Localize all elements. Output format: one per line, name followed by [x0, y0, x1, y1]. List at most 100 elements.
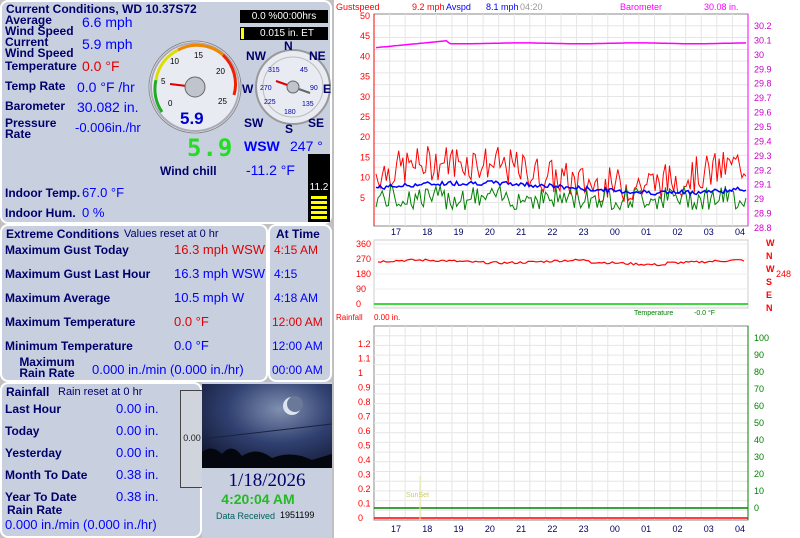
direction-plot: 360 270 180 90 0 [356, 239, 749, 309]
dir-tick-label: 270 [356, 254, 371, 264]
direction-line [377, 258, 745, 267]
temp-tick-label: 60 [754, 401, 764, 411]
barometer-label: Barometer [5, 99, 66, 113]
indoor-hum-value: 0 % [82, 205, 105, 220]
compass-deg-270: 270 [260, 85, 272, 92]
extreme-row-value: 0.0 °F [174, 338, 209, 353]
gauge-tick-5: 5 [161, 77, 166, 86]
baro-tick-label: 29.5 [754, 122, 772, 132]
hour-tick-label: 04 [735, 524, 745, 534]
extreme-row-label: Maximum Average [5, 291, 111, 305]
hour-tick-label: 19 [454, 227, 464, 237]
compass-ne: NE [309, 49, 326, 63]
hour-tick-label: 04 [735, 227, 745, 237]
indoor-temp-value: 67.0 °F [82, 185, 125, 200]
extreme-row-label: Maximum Rain Rate [19, 355, 75, 380]
graph-time-label: 04:20 [520, 2, 543, 12]
hour-tick-label: 19 [454, 524, 464, 534]
avg-label: Avspd [446, 2, 471, 12]
cur-wind-label: Current Wind Speed [5, 35, 74, 60]
dir-letter: W [766, 238, 775, 248]
rainfall-subtitle: Rain reset at 0 hr [58, 386, 143, 398]
extreme-time: 4:15 AM [274, 243, 319, 257]
date-display: 1/18/2026 [228, 470, 306, 491]
rain-tick-label: 1.2 [358, 339, 371, 349]
temp-tick-label: 40 [754, 435, 764, 445]
et-box: 0.015 in. ET [240, 27, 328, 40]
extreme-time: 4:18 AM [274, 291, 319, 305]
compass-s: S [285, 122, 294, 136]
rainfall-row-label: Last Hour [5, 402, 62, 416]
pressure-rate-value: -0.006in./hr [75, 120, 141, 135]
extreme-row-value: 16.3 mph WSW [174, 266, 266, 281]
dir-value: 248 [776, 269, 791, 279]
rainfall-row-value: 0.38 in. [116, 489, 159, 504]
baro-tick-label: 30.2 [754, 21, 772, 31]
wind-speed-gauge: 0 5 10 15 20 25 5.9 [148, 40, 242, 134]
baro-tick-label: 29.3 [754, 151, 772, 161]
compass-deg-225: 225 [264, 99, 276, 106]
pressure-rate-label: Pressure Rate [5, 116, 57, 141]
temp-tick-label: 50 [754, 418, 764, 428]
thermo-value: 11.2 [309, 182, 329, 193]
rain-tick-label: 0.2 [358, 484, 371, 494]
hour-tick-label: 02 [672, 227, 682, 237]
rainfall-title: Rainfall [6, 385, 50, 399]
rain-gauge: 0.00 [180, 390, 204, 488]
rainfall-row-value: 0.00 in. [116, 401, 159, 416]
webcam-panel: 1/18/2026 4:20:04 AM Data Received 19511… [202, 382, 332, 538]
dir-letter: E [766, 290, 772, 300]
baro-tick-label: 29.9 [754, 64, 772, 74]
wind-tick-label: 15 [360, 152, 370, 162]
dir-letter: S [766, 277, 772, 287]
compass-e: E [323, 82, 332, 96]
wind-tick-label: 35 [360, 72, 370, 82]
at-time-header: At Time [276, 227, 320, 241]
wind-tick-label: 20 [360, 132, 370, 142]
hour-tick-label: 23 [579, 227, 589, 237]
wind-tick-label: 10 [360, 173, 370, 183]
compass-deg-45: 45 [300, 67, 308, 74]
extreme-conditions-panel: Extreme Conditions Values reset at 0 hr … [0, 224, 268, 382]
wind-tick-label: 25 [360, 112, 370, 122]
min-line [375, 184, 747, 211]
gauge-tick-0: 0 [168, 99, 173, 108]
baro-line [375, 40, 747, 49]
dir-tick-label: 90 [356, 284, 366, 294]
compass-se: SE [308, 116, 325, 130]
wind-tick-label: 5 [360, 193, 365, 203]
dir-letter: W [766, 264, 775, 274]
temp-tick-label: 100 [754, 333, 769, 343]
hour-tick-label: 17 [391, 524, 401, 534]
extreme-title: Extreme Conditions [6, 227, 120, 241]
barometer-value: 30.082 in. [77, 99, 139, 115]
rainfall-row-label: Today [5, 424, 40, 438]
rain-label: Rainfall [336, 313, 363, 322]
gauge-tick-20: 20 [216, 67, 225, 76]
rainfall-row-value: 0.00 in. [116, 423, 159, 438]
wind-compass: 45 90 135 180 225 270 315 [255, 49, 331, 125]
rain-tick-label: 1 [358, 368, 363, 378]
current-conditions-title: Current Conditions, WD 10.37S72 [6, 2, 197, 16]
hour-tick-label: 02 [672, 524, 682, 534]
temp-tick-label: 0 [754, 503, 759, 513]
rainfall-row-label: Month To Date [5, 468, 88, 482]
temp-rate-value: 0.0 °F /hr [77, 79, 135, 95]
rain-value: 0.00 in. [374, 313, 400, 322]
hour-tick-label: 23 [579, 524, 589, 534]
hour-tick-label: 01 [641, 227, 651, 237]
extreme-subtitle: Values reset at 0 hr [124, 228, 219, 240]
rainfall-row-value: 0.00 in. [116, 445, 159, 460]
rain-tick-label: 0 [358, 513, 363, 523]
rain-tick-label: 0.1 [358, 499, 371, 509]
compass-w: W [242, 82, 254, 96]
extreme-row-value: 0.0 °F [174, 314, 209, 329]
temp-tick-label: 90 [754, 350, 764, 360]
rain-tick-label: 0.9 [358, 383, 371, 393]
temp-rate-label: Temp Rate [5, 79, 66, 93]
extreme-time: 4:15 [274, 267, 298, 281]
wind-degrees: 247 ° [290, 138, 323, 154]
hour-tick-label: 00 [610, 227, 620, 237]
baro-tick-label: 28.8 [754, 223, 772, 233]
hour-tick-label: 18 [422, 227, 432, 237]
